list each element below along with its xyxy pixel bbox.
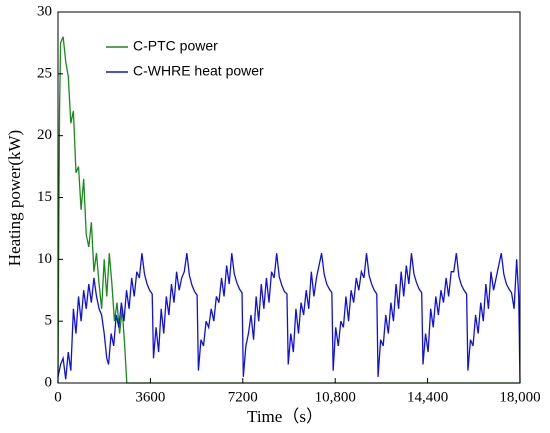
y-tick-label: 20 bbox=[37, 127, 52, 143]
legend-label: C-WHRE heat power bbox=[133, 63, 264, 79]
x-tick-label: 10,800 bbox=[315, 389, 356, 405]
x-tick-label: 0 bbox=[54, 389, 62, 405]
plot-frame bbox=[57, 11, 521, 384]
legend-label: C-PTC power bbox=[133, 38, 218, 54]
y-tick-label: 10 bbox=[37, 251, 52, 267]
x-tick-label: 18,000 bbox=[499, 389, 540, 405]
x-tick-label: 7200 bbox=[228, 389, 258, 405]
x-axis-label: Time（s） bbox=[247, 407, 323, 426]
y-tick-label: 30 bbox=[37, 3, 52, 19]
y-tick-label: 25 bbox=[37, 65, 52, 81]
y-tick-label: 15 bbox=[37, 189, 52, 205]
y-axis-label: Heating power(kW) bbox=[5, 130, 24, 266]
series-line bbox=[57, 36, 520, 384]
x-tick-label: 3600 bbox=[135, 389, 165, 405]
y-tick-label: 0 bbox=[45, 374, 53, 390]
y-tick-label: 5 bbox=[45, 313, 53, 329]
series-line bbox=[57, 253, 521, 384]
x-tick-label: 14,400 bbox=[407, 389, 448, 405]
